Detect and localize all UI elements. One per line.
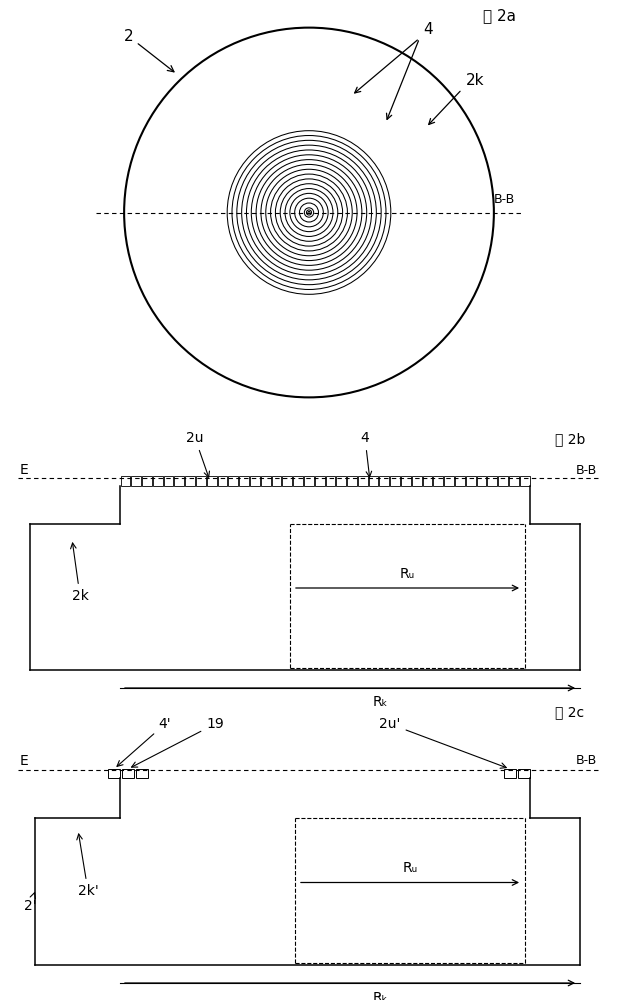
- Text: 2': 2': [23, 893, 36, 913]
- Bar: [185, 476, 195, 486]
- Bar: [121, 476, 130, 486]
- Text: 图 2c: 图 2c: [555, 705, 584, 719]
- Text: 19: 19: [132, 717, 224, 767]
- Bar: [304, 476, 314, 486]
- Bar: [174, 476, 184, 486]
- Bar: [229, 476, 238, 486]
- Bar: [369, 476, 378, 486]
- Bar: [326, 476, 336, 486]
- Bar: [347, 476, 357, 486]
- Bar: [488, 476, 497, 486]
- Bar: [136, 769, 148, 778]
- Bar: [423, 476, 433, 486]
- Bar: [358, 476, 368, 486]
- Text: 2k: 2k: [465, 73, 484, 88]
- Bar: [271, 476, 281, 486]
- Bar: [466, 476, 476, 486]
- Bar: [504, 769, 516, 778]
- Bar: [401, 476, 411, 486]
- Text: 2: 2: [124, 29, 174, 72]
- Bar: [336, 476, 346, 486]
- Bar: [455, 476, 465, 486]
- Text: E: E: [20, 463, 29, 477]
- Bar: [207, 476, 216, 486]
- Bar: [476, 476, 486, 486]
- Text: B-B: B-B: [576, 464, 597, 477]
- Text: 图 2b: 图 2b: [555, 432, 585, 446]
- Bar: [520, 476, 530, 486]
- Text: 图 2a: 图 2a: [483, 8, 516, 23]
- Text: 2u: 2u: [186, 431, 210, 477]
- Bar: [142, 476, 152, 486]
- Bar: [412, 476, 421, 486]
- Text: Rₖ: Rₖ: [372, 695, 387, 709]
- Text: Rₖ: Rₖ: [372, 991, 387, 1000]
- Bar: [250, 476, 260, 486]
- Bar: [379, 476, 389, 486]
- Bar: [433, 476, 443, 486]
- Bar: [196, 476, 206, 486]
- Text: 2k: 2k: [70, 543, 88, 603]
- Text: Rᵤ: Rᵤ: [402, 861, 418, 876]
- Bar: [518, 769, 530, 778]
- Bar: [315, 476, 324, 486]
- Bar: [498, 476, 508, 486]
- Text: 4: 4: [361, 431, 371, 477]
- Bar: [390, 476, 400, 486]
- Text: B-B: B-B: [576, 754, 597, 768]
- Bar: [444, 476, 454, 486]
- Bar: [282, 476, 292, 486]
- Bar: [131, 476, 141, 486]
- Bar: [164, 476, 174, 486]
- Bar: [218, 476, 227, 486]
- Text: E: E: [20, 754, 29, 768]
- Text: 4': 4': [117, 717, 171, 766]
- Bar: [293, 476, 303, 486]
- Bar: [509, 476, 519, 486]
- Text: 4: 4: [423, 22, 433, 37]
- Bar: [153, 476, 163, 486]
- Bar: [108, 769, 120, 778]
- Text: Rᵤ: Rᵤ: [400, 567, 415, 581]
- Text: 2u': 2u': [379, 717, 506, 768]
- Bar: [122, 769, 134, 778]
- Text: B-B: B-B: [494, 193, 515, 206]
- Text: 2k': 2k': [77, 834, 98, 898]
- Bar: [239, 476, 249, 486]
- Bar: [261, 476, 271, 486]
